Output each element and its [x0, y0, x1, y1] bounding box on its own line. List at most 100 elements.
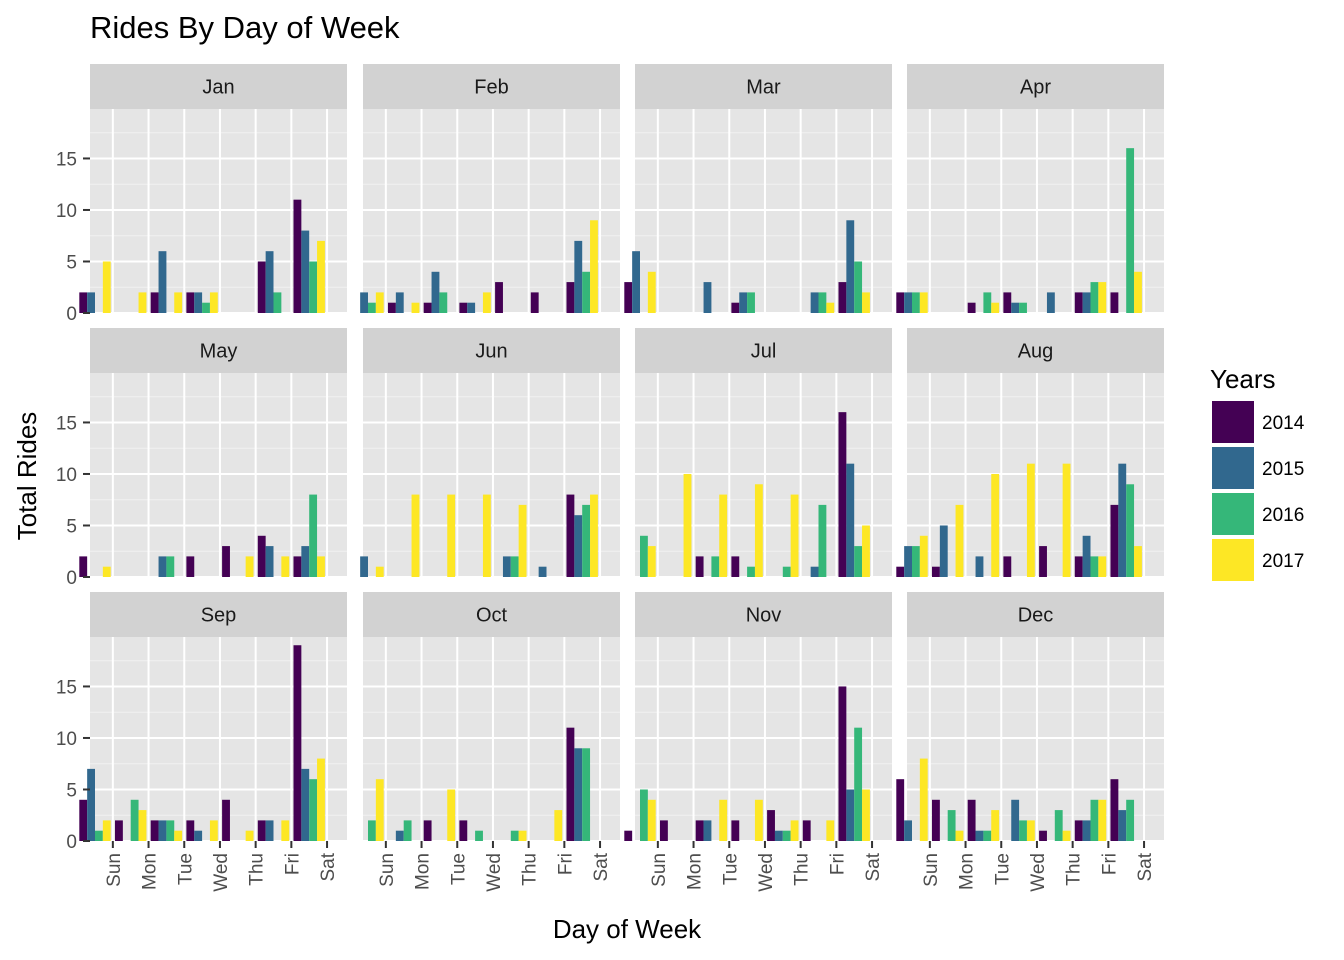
bar-2014-wed — [186, 292, 195, 313]
bar-2016-fri — [273, 292, 282, 313]
bar-2017-wed — [754, 484, 763, 577]
bar-2015-wed — [739, 292, 748, 313]
facet-strip-label: Feb — [474, 77, 508, 99]
bar-2017-thu — [518, 830, 527, 841]
bar-2014-wed — [459, 820, 468, 841]
bar-2015-tue — [431, 271, 440, 313]
bar-2015-fri — [810, 292, 819, 313]
bar-2015-sat — [846, 463, 855, 577]
facet-panel-sep: Sep 0 5 10 15 Sun Mon Tue Wed Thu Fri Sat — [56, 592, 347, 892]
bar-2017-thu — [245, 830, 254, 841]
bar-2015-sun — [904, 292, 912, 313]
facet-strip-label: Sep — [201, 605, 237, 627]
bar-2017-sun — [375, 292, 384, 313]
bar-2017-sun — [919, 758, 928, 841]
bar-2017-sat — [862, 789, 870, 841]
bar-2015-wed — [467, 302, 476, 313]
bar-2014-wed — [1003, 292, 1012, 313]
facet-strip-label: Jul — [751, 341, 777, 363]
bar-2016-fri — [1090, 799, 1099, 841]
bar-2017-sun — [102, 566, 111, 577]
bar-2015-sun — [87, 768, 95, 841]
legend-title: Years — [1210, 364, 1276, 394]
bar-2016-sat — [309, 261, 318, 313]
bar-2017-thu — [790, 494, 799, 577]
bar-2017-sat — [317, 240, 325, 313]
bar-2017-wed — [754, 799, 763, 841]
chart-title: Rides By Day of Week — [90, 10, 400, 45]
bar-2015-sun — [360, 556, 368, 577]
x-axis-title: Day of Week — [553, 914, 702, 944]
bar-2017-fri — [826, 302, 835, 313]
legend-key-2016 — [1212, 493, 1254, 535]
bar-2015-sat — [574, 748, 583, 841]
x-tick-label: Wed — [756, 853, 777, 892]
bar-2015-sun — [360, 292, 368, 313]
facet-strip-label: Apr — [1020, 77, 1051, 99]
bar-2014-thu — [767, 810, 775, 841]
bar-2016-tue — [983, 830, 992, 841]
x-tick-label: Mon — [140, 853, 161, 890]
bar-2016-mon — [403, 820, 412, 841]
bar-2014-sat — [566, 282, 575, 313]
bar-2017-fri — [281, 556, 290, 577]
bar-2017-mon — [411, 494, 420, 577]
bar-2014-thu — [222, 546, 230, 577]
bar-2016-mon — [947, 810, 956, 841]
bar-2017-thu — [790, 820, 799, 841]
bar-2015-sat — [846, 789, 855, 841]
legend: Years 2014 2015 2016 2017 — [1210, 364, 1305, 581]
bar-2014-fri — [1074, 556, 1083, 577]
bar-2016-tue — [439, 292, 448, 313]
facet-strip — [363, 592, 620, 637]
bar-2016-tue — [711, 556, 720, 577]
bar-2017-mon — [138, 292, 147, 313]
bar-2014-fri — [1074, 292, 1083, 313]
x-tick-label: Sat — [318, 852, 339, 881]
bar-2015-sat — [1118, 810, 1127, 841]
x-tick-label: Wed — [484, 853, 505, 892]
legend-key-2015 — [1212, 447, 1254, 489]
bar-2017-wed — [209, 820, 218, 841]
bar-2017-fri — [281, 820, 290, 841]
y-tick-label: 15 — [56, 677, 77, 698]
facet-panel-jun: Jun — [360, 328, 620, 578]
bar-2015-wed — [1011, 799, 1020, 841]
x-tick-label: Tue — [720, 853, 741, 885]
bar-2017-wed — [1026, 463, 1035, 577]
legend-label-2015: 2015 — [1262, 459, 1304, 480]
x-tick-label: Thu — [1064, 853, 1085, 886]
bar-2015-sun — [904, 820, 912, 841]
bar-2015-mon — [395, 830, 404, 841]
bar-2015-sun — [632, 251, 640, 313]
bar-2015-wed — [1011, 302, 1020, 313]
facet-strip-label: Dec — [1018, 605, 1054, 627]
y-tick-label: 10 — [56, 729, 77, 750]
bar-2014-wed — [731, 302, 740, 313]
bar-2015-sun — [87, 292, 95, 313]
x-tick-label: Fri — [1099, 853, 1120, 875]
bar-2014-fri — [530, 292, 539, 313]
panel-background — [907, 637, 1164, 841]
bar-2016-sat — [1126, 484, 1135, 577]
bar-2015-fri — [265, 546, 274, 577]
bar-2014-sun — [896, 292, 905, 313]
bar-2016-wed — [475, 830, 483, 841]
bar-2017-sun — [375, 779, 384, 841]
bar-2016-tue — [983, 292, 992, 313]
facet-panel-jan: Jan 0 5 10 15 — [56, 64, 347, 325]
bar-2015-wed — [194, 830, 203, 841]
bar-2015-sun — [904, 546, 912, 577]
bar-2015-fri — [265, 251, 274, 313]
bar-2014-tue — [695, 556, 704, 577]
facet-strip — [363, 328, 620, 373]
bar-2016-wed — [202, 302, 210, 313]
x-tick-label: Sun — [377, 853, 398, 887]
bar-2016-sat — [854, 727, 863, 841]
y-tick-label: 15 — [56, 149, 77, 170]
bar-2015-fri — [1082, 535, 1091, 577]
bar-2015-fri — [1082, 820, 1091, 841]
bar-2014-wed — [459, 302, 468, 313]
bar-2015-sat — [574, 240, 583, 313]
facet-strip — [907, 328, 1164, 373]
